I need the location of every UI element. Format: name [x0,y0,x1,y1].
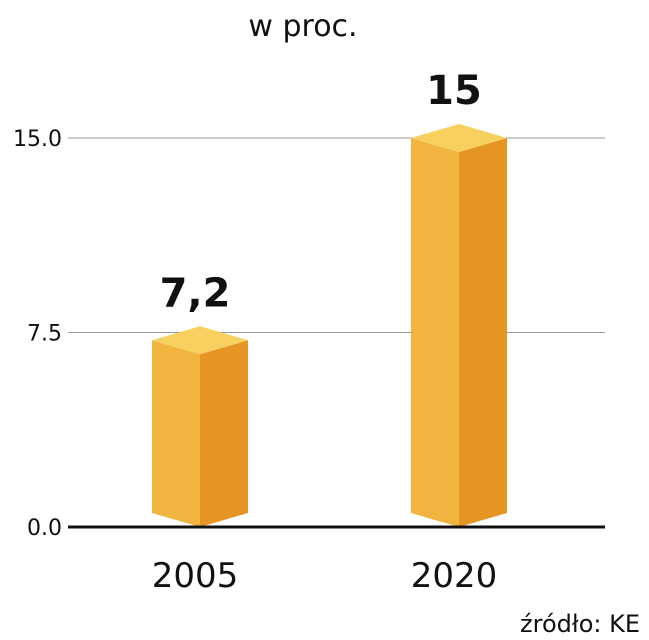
bar-front-face [411,138,459,527]
y-tick-label: 7.5 [27,322,62,347]
bars [152,124,507,527]
labels: 0.0 7.5 15.0 7,2 2005 15 2020 [13,68,605,596]
bar-value-label: 15 [426,68,482,114]
bar-side-face [200,340,248,527]
chart-title: w proc. [248,9,357,44]
source-label: źródło: KE [520,610,640,638]
gridlines [68,137,605,333]
x-category-label: 2005 [152,556,239,596]
bar-front-face [152,340,200,527]
y-tick-label: 0.0 [27,516,62,541]
bar-top-face [411,124,507,152]
x-category-label: 2020 [411,556,498,596]
bar-value-label: 7,2 [160,270,231,316]
y-tick-label: 15.0 [13,127,62,152]
bar-side-face [459,138,507,527]
bar-top-face [152,326,248,355]
